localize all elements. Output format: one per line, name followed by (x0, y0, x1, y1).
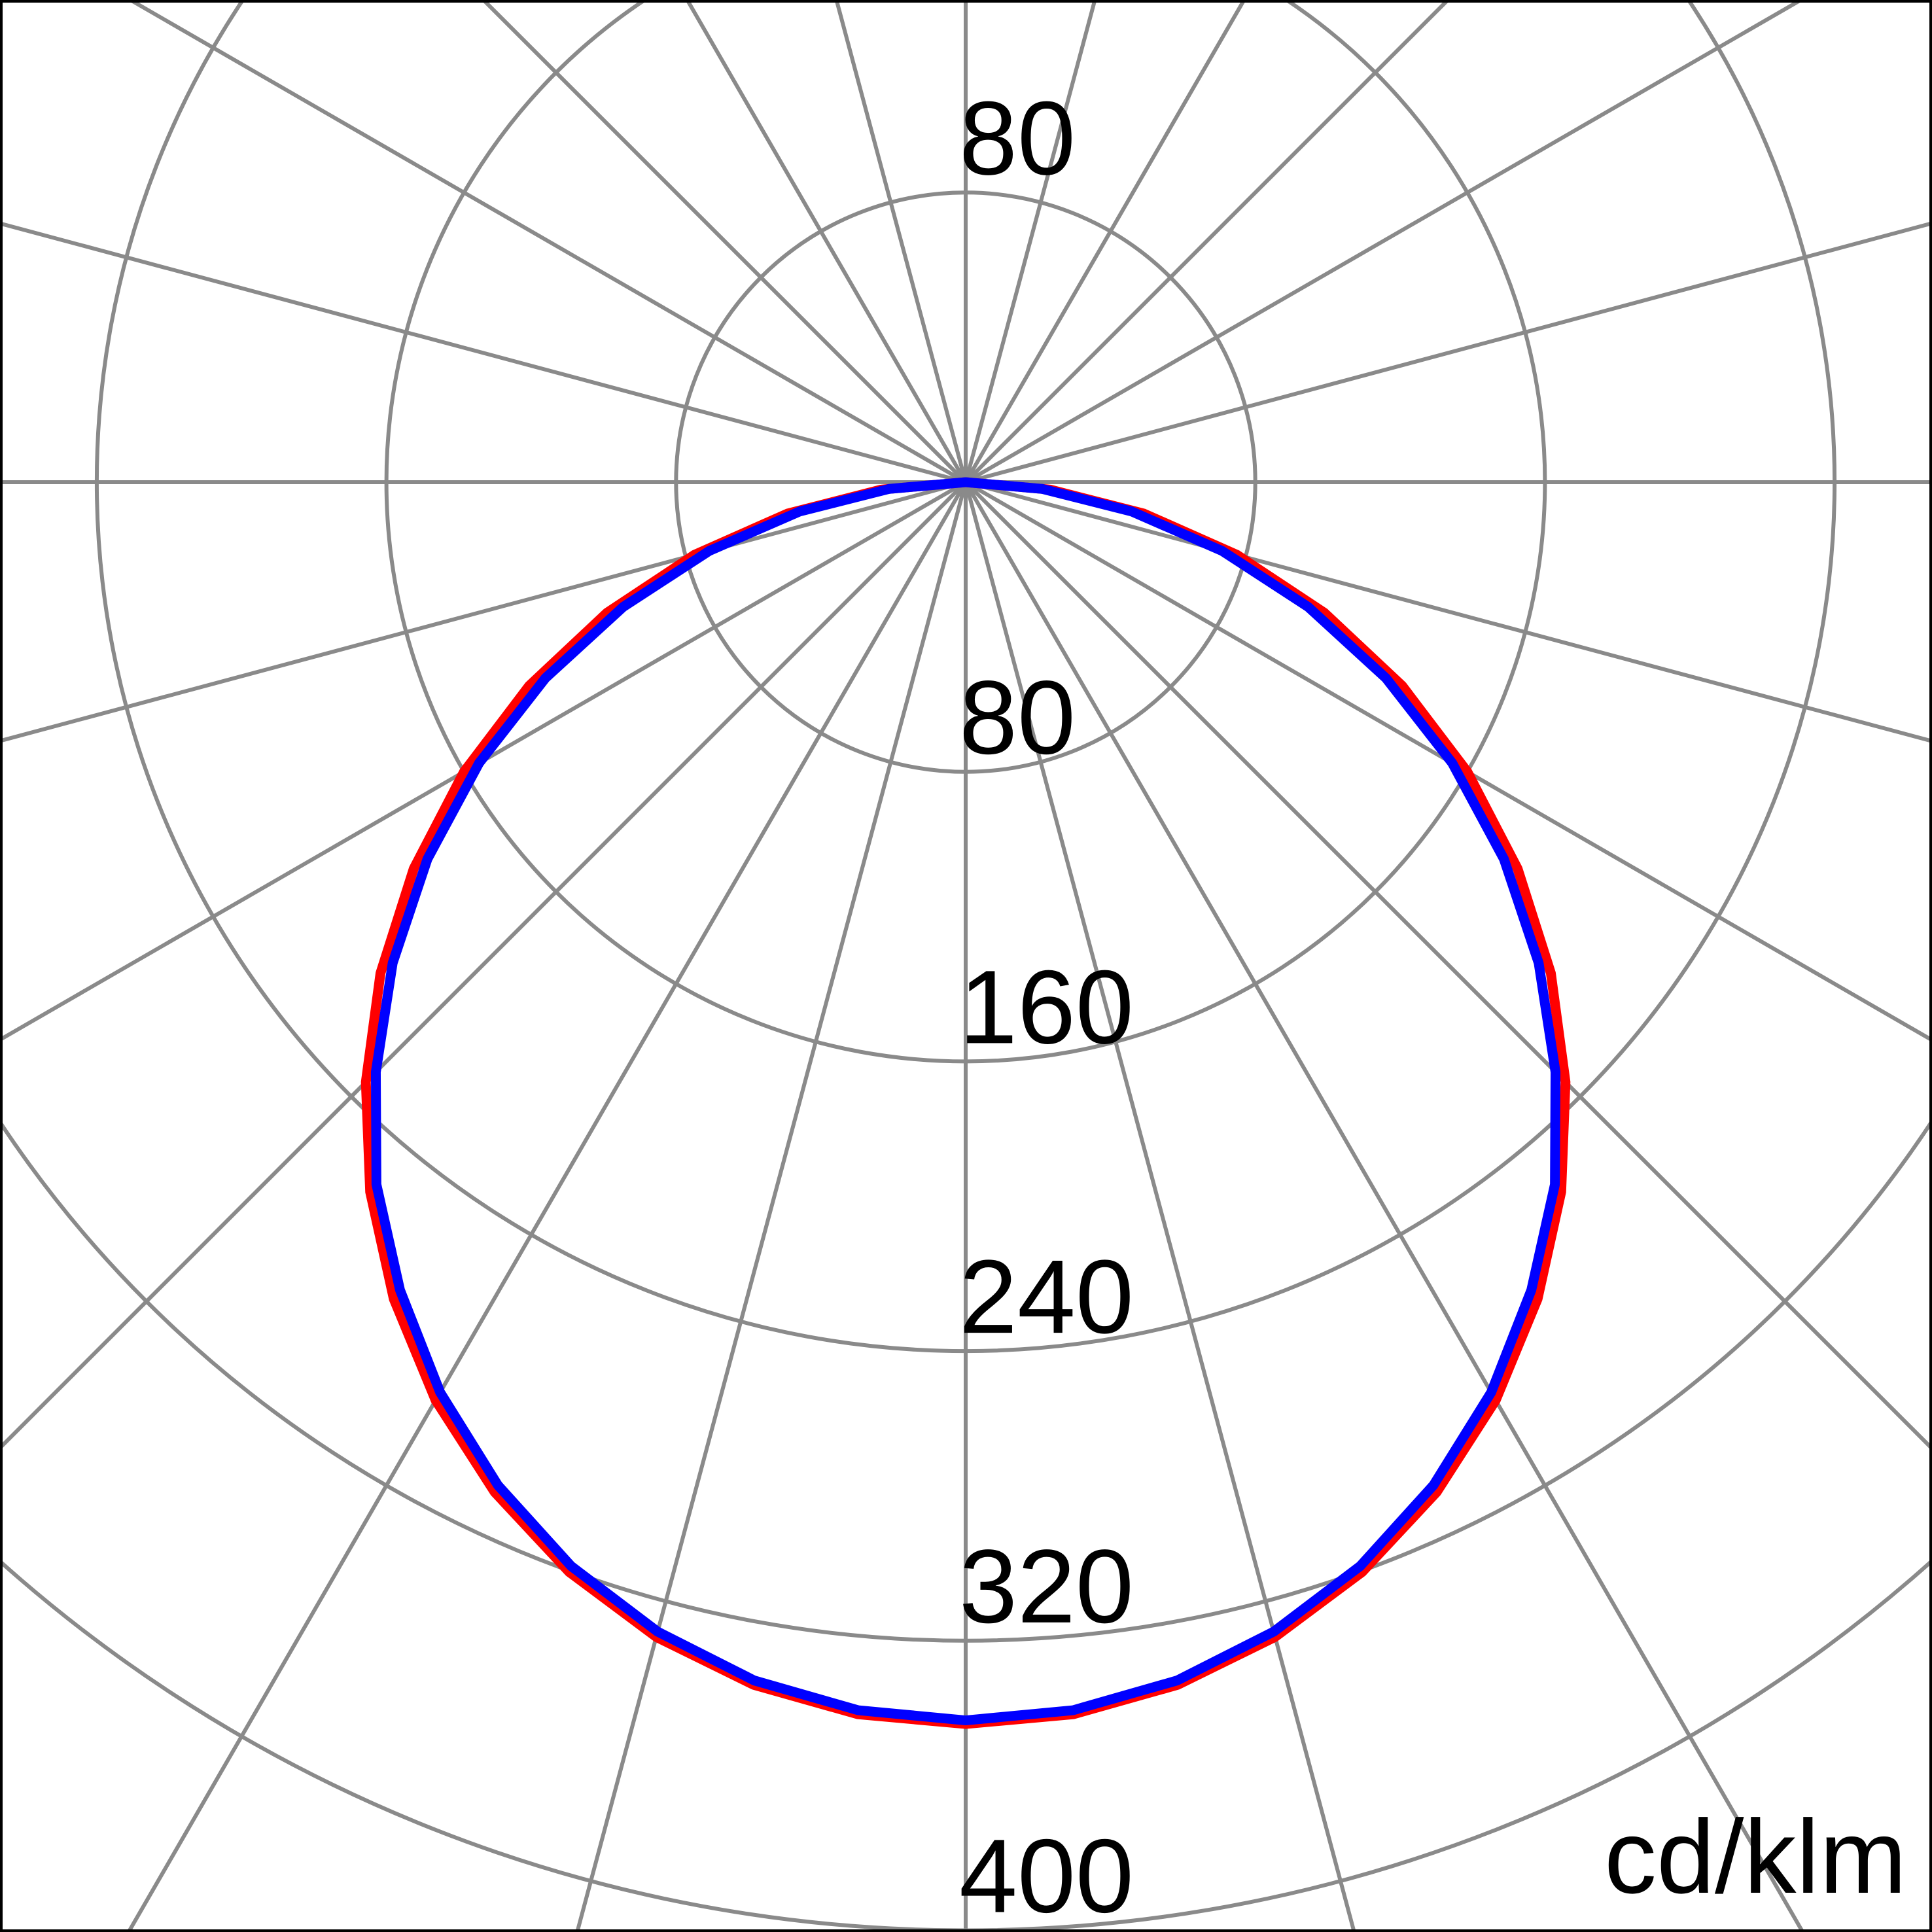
polar-grid-spoke (834, 0, 968, 483)
polar-grid-spoke (0, 480, 968, 1451)
radial-tick-label: 80 (959, 659, 1076, 776)
polar-grid-spoke (126, 481, 968, 1932)
polar-grid-spoke (480, 0, 968, 484)
polar-grid-spoke (964, 481, 1805, 1932)
polar-grid-spoke (964, 0, 1805, 484)
polar-grid-ring (674, 190, 1257, 774)
polar-grid-spoke (964, 480, 1932, 1043)
intensity-curves (360, 477, 1571, 1729)
polar-grid-ring (384, 0, 1547, 1064)
polar-grid-spoke (964, 482, 1356, 1932)
radial-tick-label: 160 (959, 948, 1134, 1065)
radial-tick-label: 320 (959, 1528, 1134, 1645)
radial-tick-label: 400 (959, 1818, 1134, 1932)
polar-grid-ring (95, 0, 1836, 1353)
polar-grid-spoke (965, 221, 1932, 484)
polar-grid-spoke (964, 0, 1246, 483)
polar-grid-spoke (575, 482, 968, 1932)
polar-grid-spoke (964, 480, 1932, 1452)
radial-tick-label: 240 (959, 1238, 1134, 1355)
polar-grid-spoke (964, 0, 1451, 484)
polar-grid-spoke (685, 0, 968, 483)
polar-grid-spoke (0, 221, 966, 484)
radial-tick-labels: 80 160 240 320 400 80 (959, 79, 1134, 1932)
polar-grid-spoke (965, 480, 1932, 743)
polar-grid-spoke (126, 0, 967, 484)
unit-label: cd/klm (1604, 1798, 1906, 1915)
curve-c90-c270 (370, 477, 1561, 1726)
polar-grid-ring (0, 1117, 1932, 1643)
polar-grid-spoke (964, 0, 1097, 483)
polar-grid-spoke (0, 480, 967, 1042)
polar-grid-spoke (0, 480, 966, 743)
radial-tick-label-upper: 80 (959, 79, 1076, 196)
